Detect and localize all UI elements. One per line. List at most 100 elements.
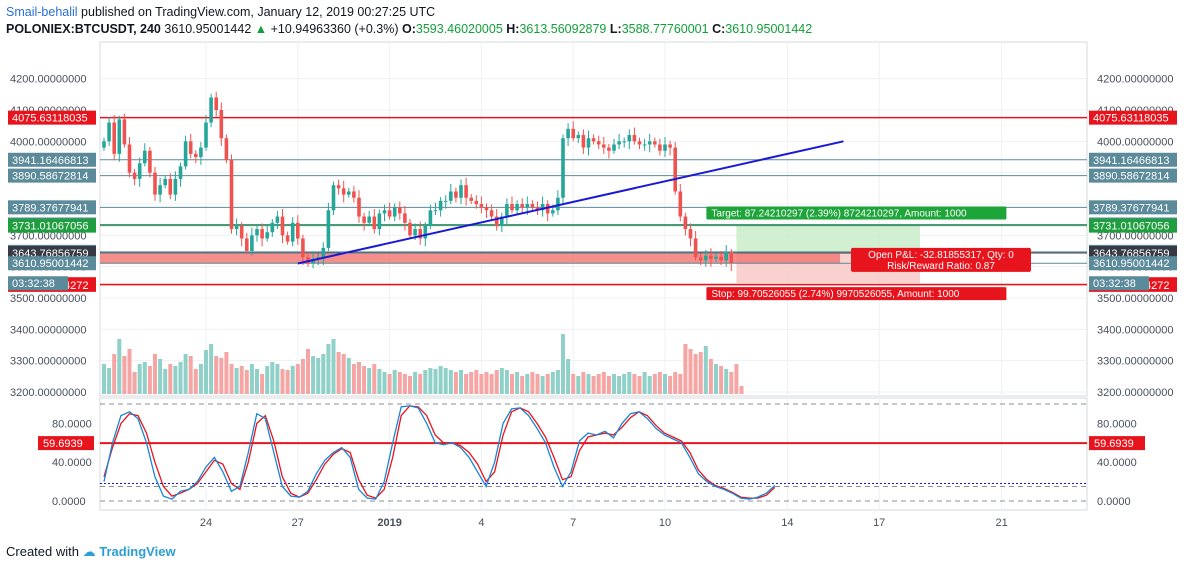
candle xyxy=(479,196,484,214)
volume-bar xyxy=(300,359,305,394)
candle xyxy=(102,137,106,151)
candle xyxy=(678,183,683,222)
candle xyxy=(382,204,387,222)
candle-body xyxy=(668,144,672,148)
volume-bar xyxy=(612,374,616,394)
candle-body xyxy=(479,204,484,208)
candle xyxy=(270,219,275,237)
candle-body xyxy=(224,138,229,161)
red-zone[interactable] xyxy=(100,253,840,264)
candle-body xyxy=(158,185,162,195)
price-tick-right: 3200.00000000 xyxy=(1097,387,1173,399)
candle-body xyxy=(188,141,193,154)
level-tag-right: 4075.63118035 xyxy=(1093,113,1169,125)
candle-body xyxy=(285,235,290,242)
osc-level-tag-left-box xyxy=(38,436,94,451)
volume-bar xyxy=(617,376,622,394)
candle-body xyxy=(535,207,540,211)
tradingview-brand[interactable]: TradingView xyxy=(99,544,176,559)
candle xyxy=(209,93,213,128)
volume-bar xyxy=(459,370,463,394)
author-link[interactable]: Smail-behalil xyxy=(6,5,78,19)
candle xyxy=(301,234,305,266)
candle-body xyxy=(392,207,397,217)
candle xyxy=(586,130,591,156)
symbol-label[interactable]: POLONIEX:BTCUSDT, 240 xyxy=(6,22,161,36)
candle xyxy=(204,115,208,151)
candle-body xyxy=(418,229,422,239)
price-tick-right: 4200.00000000 xyxy=(1097,74,1173,86)
volume-bar xyxy=(448,370,453,394)
volume-bar xyxy=(158,359,163,394)
candle-body xyxy=(551,210,555,214)
volume-bar xyxy=(474,370,479,394)
volume-bar xyxy=(168,364,173,394)
target-zone[interactable] xyxy=(736,224,920,252)
candle xyxy=(596,135,601,150)
volume-bar xyxy=(219,358,224,394)
volume-bar xyxy=(367,368,372,394)
candle xyxy=(239,222,244,247)
candle xyxy=(515,200,519,215)
candle xyxy=(561,134,565,204)
price-tick-left: 4200.00000000 xyxy=(10,74,86,86)
candle xyxy=(296,215,300,245)
candle-body xyxy=(398,207,402,214)
candle-body xyxy=(413,229,417,236)
price-tick-right: 4000.00000000 xyxy=(1097,136,1173,148)
candle xyxy=(500,212,504,233)
volume-bar xyxy=(234,368,239,394)
candle xyxy=(250,227,254,256)
volume-bar xyxy=(346,358,351,394)
candle-body xyxy=(260,229,264,239)
candle-body xyxy=(454,191,458,198)
candle xyxy=(632,127,637,145)
candle-body xyxy=(709,255,713,259)
price-change: +10.94963360 (+0.3%) xyxy=(270,22,399,36)
candle xyxy=(627,129,632,150)
volume-bar xyxy=(188,356,193,394)
time-tick: 14 xyxy=(781,517,793,529)
volume-bar xyxy=(693,354,698,394)
osc-tick-left: 80.0000 xyxy=(52,418,92,430)
volume-bar xyxy=(209,344,214,394)
time-tick: 10 xyxy=(659,517,671,529)
candle xyxy=(127,136,132,178)
candle xyxy=(408,219,412,239)
candle xyxy=(693,230,698,261)
candle-body xyxy=(199,147,203,157)
candle xyxy=(433,202,438,215)
candle-body xyxy=(377,213,382,230)
volume-bar xyxy=(280,369,285,394)
volume-bar xyxy=(647,376,652,394)
tradingview-logo-icon[interactable]: ☁ xyxy=(82,544,96,559)
candle xyxy=(188,133,193,159)
candle xyxy=(617,133,621,150)
publish-info: published on TradingView.com, January 12… xyxy=(81,5,436,19)
volume-bar xyxy=(336,352,341,394)
candle xyxy=(392,203,397,222)
candle-body xyxy=(489,210,494,217)
pnl-label-box xyxy=(851,247,1031,272)
level-tag-left-box xyxy=(8,152,96,167)
candle xyxy=(255,225,259,242)
trendline[interactable] xyxy=(297,140,844,265)
candle-body xyxy=(540,204,545,211)
candle-body xyxy=(209,97,213,123)
volume-bar xyxy=(204,350,208,394)
volume-bar xyxy=(561,334,565,394)
footer: Created with ☁ TradingView xyxy=(6,544,176,560)
candle-body xyxy=(627,135,632,142)
candle-body xyxy=(704,255,708,261)
candle-body xyxy=(290,222,295,242)
volume-bar xyxy=(117,339,122,394)
time-tick: 2019 xyxy=(377,517,401,529)
candle xyxy=(178,162,183,187)
candle-body xyxy=(647,141,652,145)
level-tag-left: 3731.01067056 xyxy=(12,221,88,233)
price-chart[interactable]: Target: 87.24210297 (2.39%) 8724210297, … xyxy=(0,0,1188,540)
candle-body xyxy=(127,144,132,173)
time-tick: 17 xyxy=(873,517,885,529)
candle-body xyxy=(698,257,703,261)
candle xyxy=(489,204,494,220)
